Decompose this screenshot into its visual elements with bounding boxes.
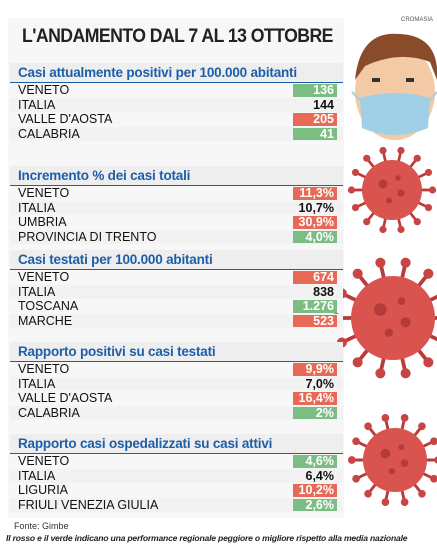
virus <box>331 258 437 379</box>
section-title: Rapporto positivi su casi testati <box>10 342 343 362</box>
virus <box>348 414 437 506</box>
value: 136 <box>293 84 337 97</box>
region: UMBRIA <box>18 215 67 230</box>
section-title: Rapporto casi ospedalizzati su casi atti… <box>10 434 343 454</box>
note: Il rosso e il verde indicano una perform… <box>6 533 407 543</box>
row: PROVINCIA DI TRENTO 4,0% <box>10 230 343 245</box>
row: VENETO 136 <box>10 83 343 98</box>
row: ITALIA 10,7% <box>10 201 343 216</box>
value: 2% <box>293 407 337 420</box>
value: 10,2% <box>293 484 337 497</box>
section-title: Casi testati per 100.000 abitanti <box>10 250 343 270</box>
region: ITALIA <box>18 469 55 484</box>
value: 2,6% <box>293 499 337 512</box>
row: VENETO 9,9% <box>10 362 343 377</box>
row: VENETO 11,3% <box>10 186 343 201</box>
value: 11,3% <box>293 187 337 200</box>
rows: VENETO 674 ITALIA 838 TOSCANA 1.276 MARCHE 523 <box>10 270 343 328</box>
value: 4,0% <box>293 231 337 244</box>
value: 9,9% <box>293 363 337 376</box>
region: MARCHE <box>18 314 72 329</box>
source: Fonte: Gimbe <box>14 521 69 531</box>
row: UMBRIA 30,9% <box>10 215 343 230</box>
value: 1.276 <box>293 300 337 313</box>
row: LIGURIA 10,2% <box>10 483 343 498</box>
row: VENETO 4,6% <box>10 454 343 469</box>
region: ITALIA <box>18 285 55 300</box>
virus <box>348 147 436 233</box>
row: ITALIA 7,0% <box>10 377 343 392</box>
row: VENETO 674 <box>10 270 343 285</box>
credit: CROMASIA <box>401 17 433 23</box>
value: 41 <box>293 128 337 141</box>
row: ITALIA 144 <box>10 98 343 113</box>
region: ITALIA <box>18 98 55 113</box>
row: TOSCANA 1.276 <box>10 299 343 314</box>
section: Casi attualmente positivi per 100.000 ab… <box>10 63 343 141</box>
region: TOSCANA <box>18 299 78 314</box>
row: FRIULI VENEZIA GIULIA 2,6% <box>10 498 343 513</box>
region: VENETO <box>18 454 69 469</box>
region: CALABRIA <box>18 406 80 421</box>
region: ITALIA <box>18 377 55 392</box>
region: VENETO <box>18 186 69 201</box>
region: VENETO <box>18 270 69 285</box>
region: VENETO <box>18 83 69 98</box>
row: VALLE D'AOSTA 205 <box>10 112 343 127</box>
region: ITALIA <box>18 201 55 216</box>
region: LIGURIA <box>18 483 68 498</box>
value: 838 <box>293 286 337 299</box>
region: VENETO <box>18 362 69 377</box>
value: 4,6% <box>293 455 337 468</box>
row: ITALIA 838 <box>10 285 343 300</box>
value: 674 <box>293 271 337 284</box>
region: FRIULI VENEZIA GIULIA <box>18 498 158 513</box>
region: VALLE D'AOSTA <box>18 112 112 127</box>
face-with-mask <box>352 34 437 140</box>
section: Rapporto casi ospedalizzati su casi atti… <box>10 434 343 512</box>
value: 144 <box>293 99 337 112</box>
value: 30,9% <box>293 216 337 229</box>
page: {"header":{"title":"L'ANDAMENTO DAL 7 AL… <box>0 0 437 546</box>
value: 523 <box>293 315 337 328</box>
row: ITALIA 6,4% <box>10 469 343 484</box>
section-title: Casi attualmente positivi per 100.000 ab… <box>10 63 343 83</box>
row: CALABRIA 2% <box>10 406 343 421</box>
region: PROVINCIA DI TRENTO <box>18 230 156 245</box>
row: VALLE D'AOSTA 16,4% <box>10 391 343 406</box>
value: 205 <box>293 113 337 126</box>
region: CALABRIA <box>18 127 80 142</box>
section-title: Incremento % dei casi totali <box>10 166 343 186</box>
value: 16,4% <box>293 392 337 405</box>
title: L'ANDAMENTO DAL 7 AL 13 OTTOBRE <box>22 26 333 48</box>
value: 7,0% <box>293 378 337 391</box>
row: CALABRIA 41 <box>10 127 343 142</box>
row: MARCHE 523 <box>10 314 343 329</box>
value: 10,7% <box>293 202 337 215</box>
value: 6,4% <box>293 470 337 483</box>
region: VALLE D'AOSTA <box>18 391 112 406</box>
